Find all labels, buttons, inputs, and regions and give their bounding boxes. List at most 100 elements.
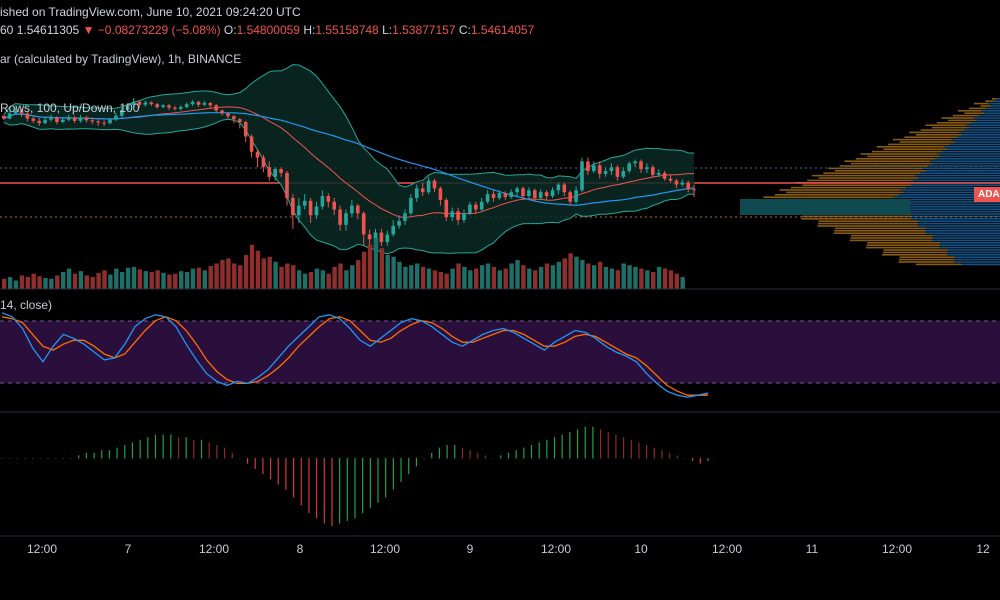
candle-body bbox=[179, 107, 183, 109]
volume-bar bbox=[527, 268, 532, 289]
volume-profile-bar-up bbox=[991, 105, 1000, 107]
volume-bar bbox=[202, 270, 207, 289]
candle-body bbox=[668, 178, 673, 181]
volume-profile-bar-up bbox=[895, 203, 1000, 206]
volume-profile-bar-down bbox=[969, 107, 987, 110]
volume-bar bbox=[361, 251, 367, 289]
volume-profile-bar-up bbox=[915, 174, 1000, 177]
high-label: H: bbox=[303, 23, 316, 37]
volume-profile-bar-up bbox=[947, 251, 1000, 254]
volume-bar bbox=[131, 266, 137, 289]
volume-profile-bar-down bbox=[834, 230, 926, 232]
volume-profile-bar-down bbox=[818, 177, 919, 179]
x-tick-label: 12:00 bbox=[712, 542, 742, 556]
volume-profile-bar-up bbox=[962, 263, 1000, 266]
candle-body bbox=[267, 167, 272, 177]
candle-body bbox=[285, 172, 289, 198]
volume-profile-bar-down bbox=[866, 244, 940, 246]
volume-profile-bar-up bbox=[954, 258, 1000, 261]
volume-profile-bar-down bbox=[909, 131, 960, 134]
volume-profile-bar-up bbox=[954, 256, 1000, 258]
volume-profile-bar-down bbox=[817, 225, 918, 227]
volume-bar bbox=[538, 266, 544, 289]
candle-body bbox=[149, 102, 154, 105]
volume-bar bbox=[373, 238, 379, 289]
change-arrow-icon: ▼ bbox=[82, 23, 95, 37]
volume-profile-bar-up bbox=[918, 177, 1000, 179]
volume-profile-bar-down bbox=[779, 189, 901, 191]
x-tick-label: 11 bbox=[806, 542, 819, 556]
volume-profile-bar-up bbox=[911, 184, 1000, 186]
volume-bar bbox=[456, 263, 461, 289]
candle-body bbox=[84, 117, 89, 121]
candle-body bbox=[356, 205, 360, 214]
volume-bar bbox=[137, 269, 143, 289]
candle-body bbox=[308, 200, 313, 216]
volume-bars bbox=[2, 238, 685, 289]
volume-bar bbox=[426, 268, 432, 289]
volume-profile-bar-down bbox=[791, 186, 906, 189]
volume-bar bbox=[190, 268, 196, 289]
volume-profile-bar-up bbox=[971, 122, 1000, 124]
candle-body bbox=[538, 192, 543, 198]
volume-profile-bar-up bbox=[910, 215, 1000, 218]
candle-body bbox=[574, 190, 578, 202]
candle-body bbox=[161, 105, 165, 108]
volume-bar bbox=[474, 268, 479, 289]
volume-bar bbox=[509, 263, 514, 289]
volume-profile-bar-up bbox=[988, 102, 1000, 105]
candle-body bbox=[125, 104, 130, 110]
volume-profile-bar-down bbox=[883, 249, 948, 251]
volume-bar bbox=[37, 276, 42, 289]
volume-bar bbox=[615, 270, 620, 289]
value-area-box bbox=[740, 199, 910, 215]
volume-profile-bar-up bbox=[910, 218, 1000, 220]
volume-bar bbox=[668, 270, 674, 289]
volume-profile-bar-down bbox=[786, 191, 904, 194]
price-tag[interactable]: ADA bbox=[974, 187, 1000, 202]
histogram-bars bbox=[1, 426, 709, 527]
volume-profile-bar-up bbox=[927, 165, 1000, 167]
volume-profile-bar-down bbox=[899, 258, 955, 261]
volume-bar bbox=[78, 271, 84, 289]
candle-body bbox=[580, 161, 584, 191]
volume-profile-bar-up bbox=[932, 239, 1000, 242]
volume-profile-bar-up bbox=[944, 146, 1000, 148]
candle-body bbox=[173, 107, 177, 109]
volume-profile-label[interactable]: Rows, 100, Up/Down, 100 bbox=[0, 101, 140, 115]
bollinger-fill bbox=[3, 64, 695, 254]
candle-body bbox=[344, 213, 348, 225]
candle-body bbox=[403, 213, 407, 222]
candle-body bbox=[462, 213, 466, 221]
volume-profile-bar-up bbox=[918, 220, 1000, 222]
volume-bar bbox=[515, 260, 520, 289]
candle-body bbox=[533, 190, 537, 198]
volume-bar bbox=[249, 244, 255, 289]
candle-body bbox=[314, 206, 319, 216]
volume-profile-bar-up bbox=[903, 208, 1000, 210]
volume-profile-bar-up bbox=[903, 206, 1000, 208]
volume-profile-bar-up bbox=[940, 242, 1000, 244]
volume-profile-bar-up bbox=[956, 136, 1000, 138]
volume-bar bbox=[108, 274, 113, 289]
candle-body bbox=[674, 180, 679, 185]
volume-profile-bar-down bbox=[948, 119, 977, 122]
candle-body bbox=[656, 172, 661, 175]
volume-bar bbox=[621, 263, 626, 289]
stoch-rsi-label[interactable]: 14, close) bbox=[0, 298, 53, 312]
volume-bar bbox=[603, 266, 609, 289]
volume-profile-bar-down bbox=[992, 98, 997, 100]
candle-body bbox=[391, 225, 395, 235]
volume-profile-bar-up bbox=[947, 249, 1000, 251]
candle-body bbox=[692, 189, 696, 191]
candle-body bbox=[338, 209, 342, 225]
candle-body bbox=[367, 234, 372, 240]
candle-body bbox=[43, 119, 47, 124]
volume-profile-bar-up bbox=[996, 98, 1000, 100]
volume-bar bbox=[19, 275, 25, 289]
candle-body bbox=[2, 115, 6, 119]
candle-body bbox=[55, 117, 59, 123]
volume-profile-bar-up bbox=[896, 198, 1000, 201]
volume-profile-bar-up bbox=[913, 179, 1000, 182]
x-tick-label: 12:00 bbox=[27, 542, 57, 556]
